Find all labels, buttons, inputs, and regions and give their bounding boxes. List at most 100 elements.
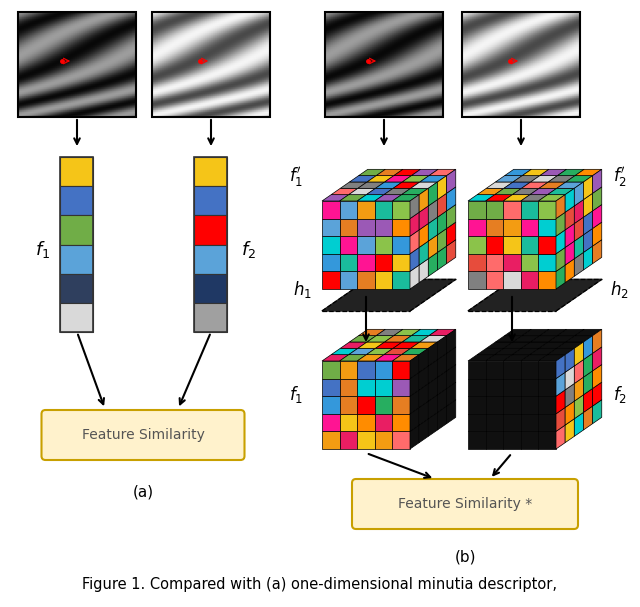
Polygon shape bbox=[556, 265, 565, 289]
Polygon shape bbox=[468, 279, 602, 311]
Polygon shape bbox=[538, 219, 556, 236]
Polygon shape bbox=[392, 396, 410, 414]
Polygon shape bbox=[538, 396, 556, 414]
Polygon shape bbox=[565, 366, 574, 390]
Polygon shape bbox=[593, 400, 602, 424]
Polygon shape bbox=[322, 279, 456, 311]
Polygon shape bbox=[556, 407, 565, 432]
Polygon shape bbox=[392, 254, 410, 271]
Polygon shape bbox=[521, 414, 538, 432]
Polygon shape bbox=[419, 348, 428, 372]
Polygon shape bbox=[340, 414, 357, 432]
Polygon shape bbox=[521, 236, 538, 254]
Polygon shape bbox=[530, 188, 557, 195]
Polygon shape bbox=[566, 175, 593, 182]
Polygon shape bbox=[447, 382, 456, 406]
Polygon shape bbox=[548, 348, 574, 354]
Polygon shape bbox=[504, 342, 531, 348]
Polygon shape bbox=[322, 201, 340, 219]
Polygon shape bbox=[468, 396, 486, 414]
Polygon shape bbox=[565, 188, 574, 212]
Text: $f_1$: $f_1$ bbox=[289, 384, 303, 405]
Polygon shape bbox=[503, 432, 521, 449]
Polygon shape bbox=[495, 175, 522, 182]
Polygon shape bbox=[357, 254, 375, 271]
Polygon shape bbox=[401, 188, 428, 195]
Polygon shape bbox=[522, 169, 549, 175]
Polygon shape bbox=[419, 259, 428, 283]
Polygon shape bbox=[419, 384, 428, 407]
Polygon shape bbox=[357, 414, 375, 432]
Polygon shape bbox=[366, 348, 393, 354]
Polygon shape bbox=[375, 379, 392, 396]
Text: Figure 1. Compared with (a) one-dimensional minutia descriptor,: Figure 1. Compared with (a) one-dimensio… bbox=[83, 577, 557, 592]
Polygon shape bbox=[358, 182, 385, 188]
Polygon shape bbox=[513, 188, 539, 195]
Polygon shape bbox=[410, 212, 419, 236]
Text: $f_2'$: $f_2'$ bbox=[612, 164, 627, 189]
Bar bbox=[194, 245, 227, 274]
Polygon shape bbox=[557, 169, 584, 175]
Polygon shape bbox=[538, 195, 565, 201]
Polygon shape bbox=[503, 396, 521, 414]
Polygon shape bbox=[486, 236, 503, 254]
Polygon shape bbox=[503, 254, 521, 271]
Polygon shape bbox=[410, 230, 419, 254]
Polygon shape bbox=[521, 201, 538, 219]
Polygon shape bbox=[584, 246, 593, 270]
Polygon shape bbox=[340, 182, 367, 188]
Polygon shape bbox=[349, 348, 376, 354]
Polygon shape bbox=[538, 379, 556, 396]
Polygon shape bbox=[375, 219, 392, 236]
Polygon shape bbox=[565, 384, 574, 407]
Polygon shape bbox=[504, 330, 531, 336]
Polygon shape bbox=[521, 195, 548, 201]
Polygon shape bbox=[531, 175, 557, 182]
Polygon shape bbox=[340, 396, 357, 414]
Polygon shape bbox=[538, 432, 556, 449]
Polygon shape bbox=[322, 361, 340, 379]
Polygon shape bbox=[468, 236, 486, 254]
Polygon shape bbox=[557, 330, 584, 336]
Polygon shape bbox=[548, 175, 575, 182]
Polygon shape bbox=[531, 336, 557, 342]
Polygon shape bbox=[557, 182, 584, 188]
Polygon shape bbox=[349, 336, 376, 342]
Polygon shape bbox=[540, 330, 566, 336]
Polygon shape bbox=[340, 342, 367, 348]
Text: Feature Similarity: Feature Similarity bbox=[81, 428, 204, 442]
Polygon shape bbox=[556, 230, 565, 254]
Polygon shape bbox=[340, 361, 357, 379]
Polygon shape bbox=[393, 182, 420, 188]
Text: $f_2$: $f_2$ bbox=[612, 384, 627, 405]
Polygon shape bbox=[584, 193, 593, 217]
Polygon shape bbox=[548, 336, 575, 342]
Polygon shape bbox=[340, 219, 357, 236]
Polygon shape bbox=[401, 348, 428, 354]
Polygon shape bbox=[521, 354, 548, 361]
Polygon shape bbox=[420, 336, 447, 342]
Polygon shape bbox=[504, 182, 531, 188]
Polygon shape bbox=[539, 342, 566, 348]
Polygon shape bbox=[376, 342, 403, 348]
FancyBboxPatch shape bbox=[352, 479, 578, 529]
Polygon shape bbox=[593, 205, 602, 228]
Polygon shape bbox=[392, 236, 410, 254]
Polygon shape bbox=[486, 254, 503, 271]
Polygon shape bbox=[447, 187, 456, 211]
Polygon shape bbox=[513, 336, 540, 342]
Polygon shape bbox=[367, 175, 394, 182]
Polygon shape bbox=[438, 193, 447, 217]
Polygon shape bbox=[376, 182, 403, 188]
Polygon shape bbox=[565, 259, 574, 283]
Polygon shape bbox=[447, 240, 456, 263]
Polygon shape bbox=[521, 396, 538, 414]
Text: (b): (b) bbox=[454, 549, 476, 565]
Polygon shape bbox=[322, 396, 340, 414]
Polygon shape bbox=[367, 336, 394, 342]
Polygon shape bbox=[477, 348, 504, 354]
Text: Feature Similarity *: Feature Similarity * bbox=[398, 497, 532, 511]
Polygon shape bbox=[574, 412, 584, 436]
Polygon shape bbox=[556, 195, 565, 219]
Polygon shape bbox=[486, 414, 503, 432]
